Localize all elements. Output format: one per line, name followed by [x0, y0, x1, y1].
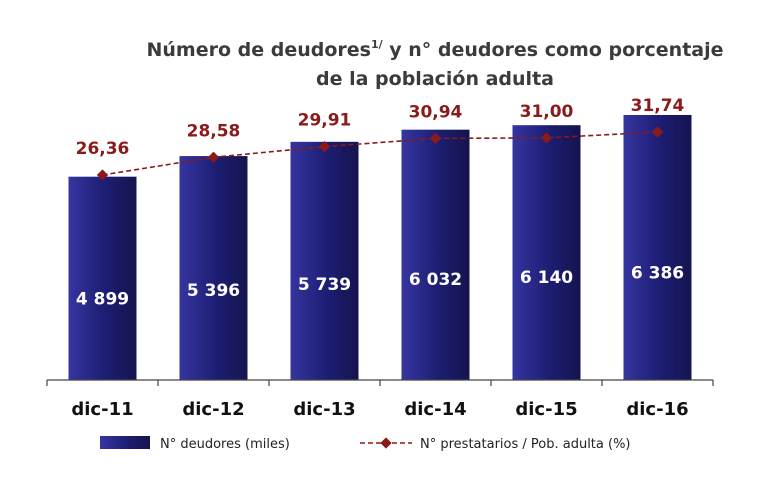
- x-tick-label: dic-11: [71, 399, 133, 420]
- title-text: Número de deudores: [146, 39, 371, 61]
- bar-dic-15: [512, 125, 581, 380]
- line-series: 26,36 28,58 29,91 30,94 31,00 31,74: [76, 96, 685, 181]
- legend-marker-line: [380, 437, 392, 449]
- line-point: [207, 151, 220, 163]
- line-value-label: 28,58: [187, 121, 241, 141]
- x-tick-label: dic-15: [515, 399, 577, 420]
- legend-label-bars: N° deudores (miles): [160, 437, 290, 452]
- title-superscript: 1/: [370, 38, 383, 51]
- bar-dic-14: [401, 129, 470, 380]
- line-value-label: 30,94: [409, 102, 463, 122]
- bar-dic-11: [68, 176, 137, 380]
- x-tick-label: dic-12: [182, 399, 244, 420]
- bar-value-label: 6 140: [520, 268, 573, 288]
- line-value-label: 31,74: [631, 96, 685, 116]
- chart-title-line2: de la población adulta: [316, 68, 554, 90]
- x-tick-label: dic-14: [404, 399, 466, 420]
- bar-value-label: 5 396: [187, 281, 240, 301]
- line-value-label: 31,00: [520, 102, 574, 122]
- bar-dic-16: [623, 114, 692, 380]
- line-point: [429, 132, 442, 145]
- line-value-label: 26,36: [76, 139, 130, 159]
- x-axis: dic-11 dic-12 dic-13 dic-14 dic-15 dic-16: [46, 379, 714, 420]
- chart-title-line1: Número de deudores1/ y n° deudores como …: [100, 30, 770, 65]
- bar-value-label: 6 386: [631, 264, 684, 284]
- title-text-rest: y n° deudores como porcentaje: [382, 39, 724, 61]
- line-value-label: 29,91: [298, 111, 352, 131]
- bar-dic-13: [290, 141, 359, 380]
- line-point: [540, 132, 553, 144]
- x-tick-label: dic-16: [626, 399, 688, 420]
- bar-value-label: 4 899: [76, 290, 129, 310]
- legend-label-line: N° prestatarios / Pob. adulta (%): [420, 437, 631, 452]
- bar-dic-12: [179, 156, 248, 380]
- legend-swatch-bars: [100, 436, 150, 449]
- x-tick-label: dic-13: [293, 399, 355, 420]
- bar-value-label: 6 032: [409, 270, 462, 290]
- line-path: [102, 131, 658, 176]
- bar-value-label: 5 739: [298, 275, 351, 295]
- bar-series: 4 899 5 396 5 739 6 032 6 140 6 386: [68, 114, 692, 380]
- legend: N° deudores (miles) N° prestatarios / Pob…: [100, 436, 631, 452]
- line-point: [318, 140, 331, 153]
- chart-title: Número de deudores1/ y n° deudores como …: [100, 30, 770, 94]
